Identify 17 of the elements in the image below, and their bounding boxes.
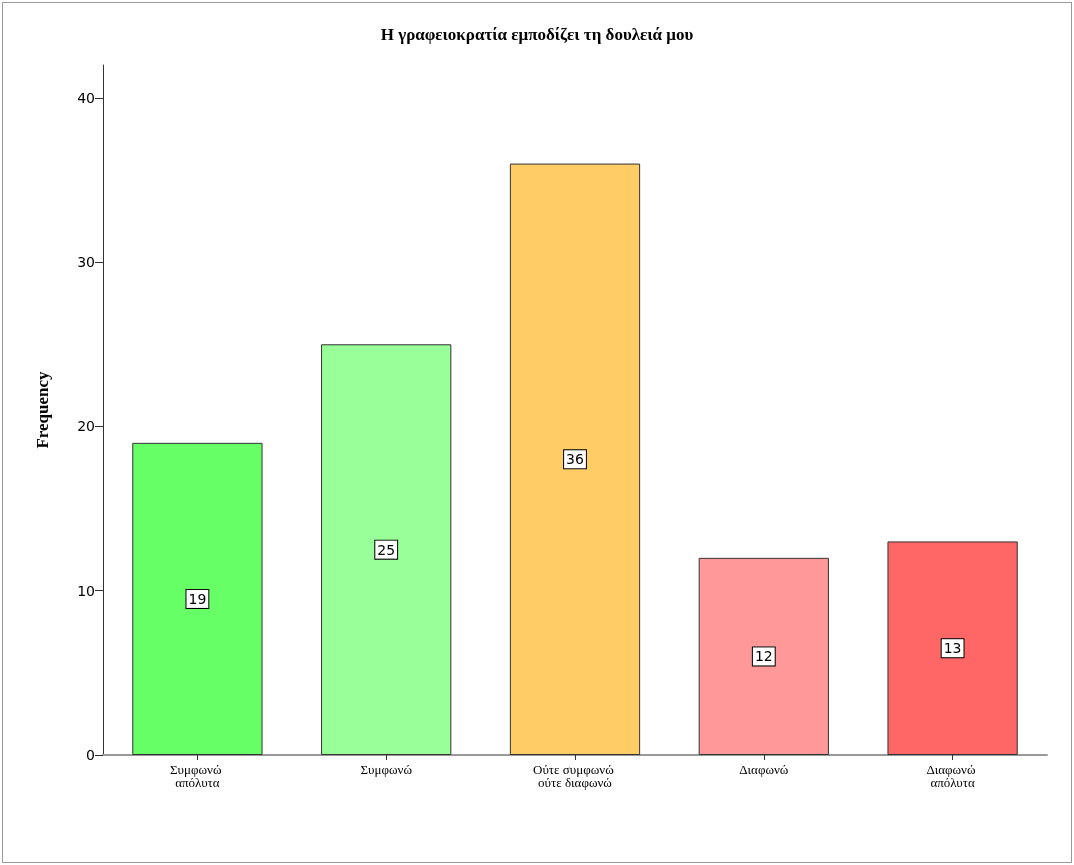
data-label: 19 [188, 590, 207, 607]
data-label: 13 [943, 640, 962, 657]
data-label: 25 [377, 541, 396, 558]
x-tick-label: Συμφωνώ [360, 762, 413, 777]
x-tick-label: Συμφωνώ απόλυτα [170, 762, 225, 790]
chart-title: Η γραφειοκρατία εμποδίζει τη δουλειά μου [380, 25, 694, 44]
y-tick-label: 10 [77, 582, 95, 599]
y-tick-label: 40 [77, 89, 95, 106]
data-label: 12 [754, 648, 773, 665]
x-tick-label: Ούτε συμφωνώ ούτε διαφωνώ [533, 762, 617, 790]
y-axis-title: Frequency [33, 370, 52, 449]
x-tick-label: Διαφωνώ [739, 762, 789, 777]
y-tick-label: 20 [77, 418, 95, 435]
x-tick-label: Διαφωνώ απόλυτα [926, 762, 979, 790]
y-tick-label: 30 [77, 254, 95, 271]
y-tick-label: 0 [86, 747, 95, 763]
data-label: 36 [566, 451, 584, 468]
